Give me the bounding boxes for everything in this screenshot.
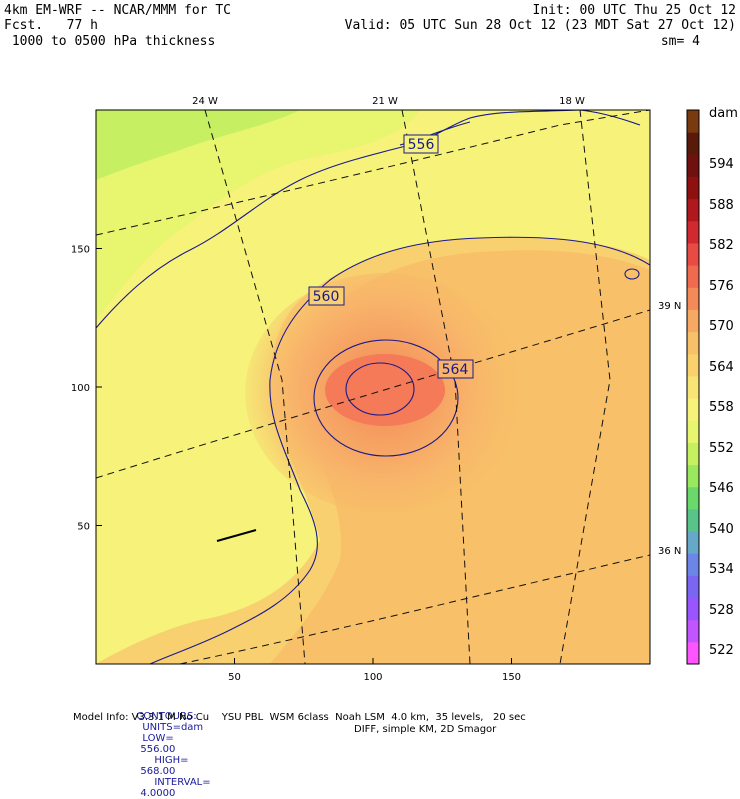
model-info-diff: DIFF, simple KM, 2D Smagor <box>354 724 497 735</box>
color-bar-label: 582 <box>709 238 734 253</box>
color-bar-step <box>687 242 699 266</box>
color-bar-step <box>687 508 699 532</box>
color-bar-step <box>687 486 699 510</box>
color-bar-label: 594 <box>709 157 734 172</box>
color-bar-step <box>687 353 699 377</box>
field-title: 1000 to 0500 hPa thickness <box>4 34 216 49</box>
contour-556 <box>96 110 641 329</box>
color-bar-step <box>687 265 699 288</box>
graticule <box>96 110 650 664</box>
lat-label-36n: 36 N <box>658 546 681 557</box>
meridian-18w <box>559 110 611 664</box>
color-bar-step <box>687 220 699 244</box>
color-bar-frame <box>686 109 700 665</box>
color-bar-label: 558 <box>709 400 734 415</box>
color-bar-step <box>687 287 699 310</box>
contours-high-value: 568.00 <box>140 766 176 777</box>
color-bar-step <box>687 331 699 355</box>
init-time: Init: 00 UTC Thu 25 Oct 12 <box>532 3 737 18</box>
axis-ticks: 50 100 150 50 100 150 <box>71 245 521 684</box>
contours-low-value: 556.00 <box>140 744 176 755</box>
lon-label-18w: 18 W <box>559 96 585 107</box>
contour-small-loop <box>624 268 640 280</box>
color-bar-unit: dam <box>709 106 738 121</box>
color-bar-step <box>687 309 699 333</box>
contours-high-label: HIGH= <box>154 755 189 766</box>
contour-label-556: 556 <box>403 134 439 154</box>
color-bar-step <box>687 575 699 599</box>
contour-568 <box>345 362 415 416</box>
color-bar-step <box>687 398 699 421</box>
smoothing-label: sm= 4 <box>660 34 700 49</box>
contours-interval-value: 4.0000 <box>140 788 176 799</box>
color-bar-step <box>687 176 699 200</box>
valid-time: Valid: 05 UTC Sun 28 Oct 12 (23 MDT Sat … <box>344 18 736 33</box>
x-tick-label-1: 100 <box>363 672 382 683</box>
svg-text:556: 556 <box>408 137 435 153</box>
svg-text:564: 564 <box>442 362 469 378</box>
y-tick-label-1: 100 <box>71 383 90 394</box>
lon-label-21w: 21 W <box>372 96 398 107</box>
map-fill <box>96 110 650 664</box>
color-bar-step <box>687 464 699 488</box>
color-bar-step <box>687 442 699 466</box>
color-bar-step <box>687 132 699 155</box>
color-bar-label: 534 <box>709 562 734 577</box>
contour-560 <box>149 236 650 664</box>
parallel-north <box>96 110 650 236</box>
parallel-39n <box>96 309 650 479</box>
x-tick-label-2: 150 <box>502 672 521 683</box>
color-bar <box>687 110 699 665</box>
lat-label-39n: 39 N <box>658 301 681 312</box>
contour-564 <box>313 339 459 457</box>
model-info: Model Info: V3.3.1 M No Cu YSU PBL WSM 6… <box>73 712 526 723</box>
color-bar-step <box>687 531 699 554</box>
contours-prefix: CONTOURS: <box>136 711 197 722</box>
color-bar-label: 564 <box>709 359 734 375</box>
lon-label-24w: 24 W <box>192 96 218 107</box>
model-title: 4km EM-WRF -- NCAR/MMM for TC <box>4 3 231 18</box>
meridian-24w <box>204 110 306 664</box>
svg-text:560: 560 <box>313 289 340 305</box>
color-bar-step <box>687 110 699 133</box>
contours-low-label: LOW= <box>142 733 174 744</box>
color-bar-step <box>687 154 699 177</box>
y-tick-label-2: 150 <box>71 245 90 256</box>
color-bar-label: 552 <box>709 440 734 456</box>
color-bar-step <box>687 553 699 576</box>
contour-label-560: 560 <box>308 286 345 306</box>
color-bar-label: 522 <box>709 643 734 658</box>
color-bar-label: 576 <box>709 278 734 294</box>
contour-label-564: 564 <box>437 359 474 379</box>
color-bar-step <box>687 597 699 621</box>
wind-barb <box>216 529 257 542</box>
forecast-hour: Fcst. 77 h <box>4 18 98 33</box>
contours-units: UNITS=dam <box>142 722 204 733</box>
contours-interval-label: INTERVAL= <box>154 777 211 788</box>
color-bar-step <box>687 375 699 399</box>
color-bar-label: 540 <box>709 521 734 537</box>
color-bar-step <box>687 198 699 222</box>
color-bar-step <box>687 420 699 443</box>
color-bar-label: 546 <box>709 481 734 496</box>
x-tick-label-0: 50 <box>228 672 241 683</box>
color-bar-label: 528 <box>709 602 734 618</box>
color-bar-step <box>687 641 699 665</box>
color-bar-step <box>687 619 699 643</box>
parallel-36n <box>179 554 650 664</box>
y-tick-label-0: 50 <box>77 522 90 533</box>
color-bar-label: 570 <box>709 319 734 334</box>
color-bar-label: 588 <box>709 197 734 213</box>
thickness-map: 50 100 150 50 100 150 24 W 21 W 18 W 39 N 36 … <box>71 96 700 684</box>
